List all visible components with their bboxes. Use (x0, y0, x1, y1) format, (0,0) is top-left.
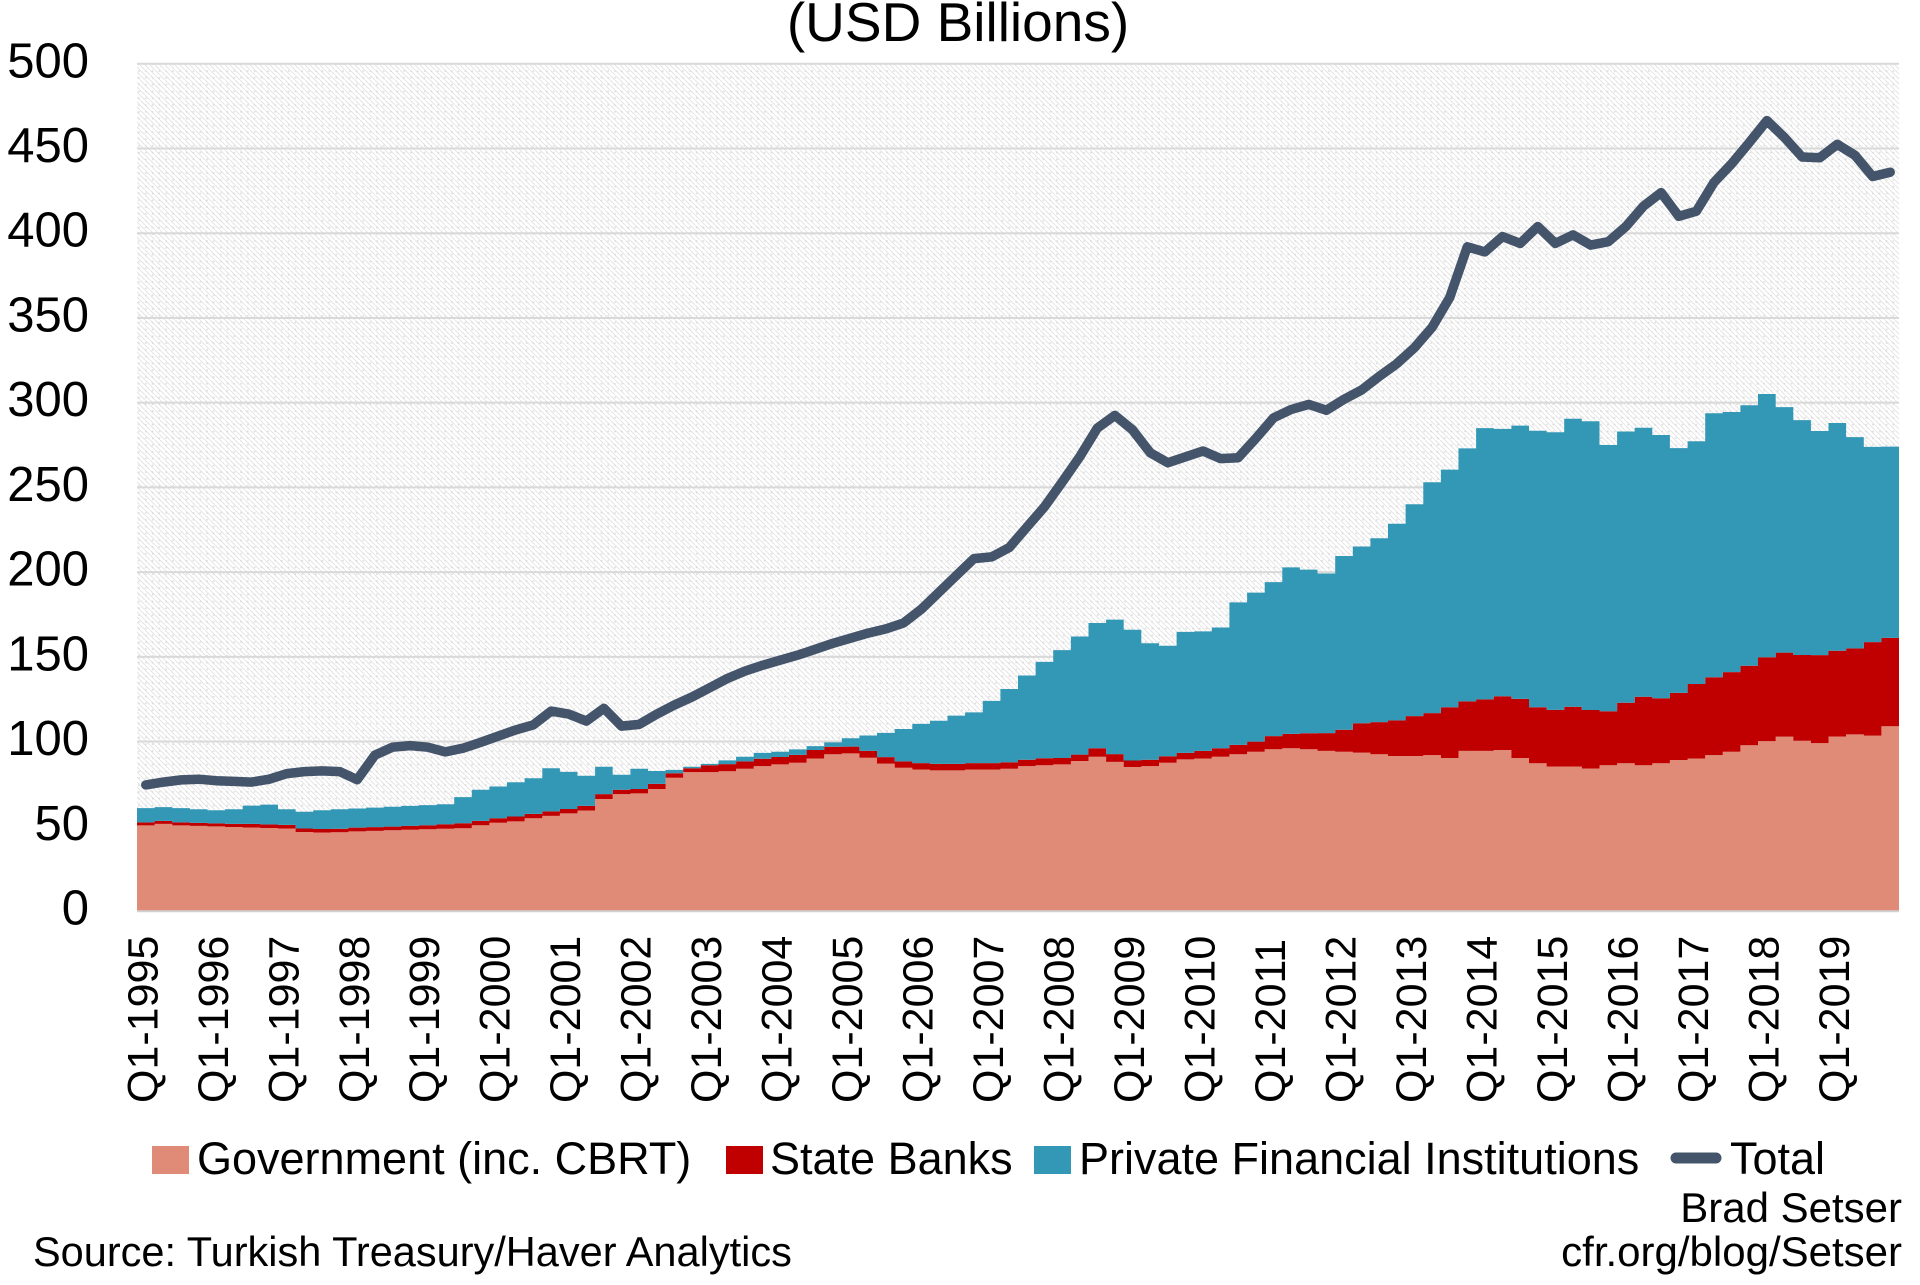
svg-text:Q1-2018: Q1-2018 (1740, 936, 1788, 1103)
svg-text:Q1-1995: Q1-1995 (119, 936, 167, 1103)
svg-text:Q1-2001: Q1-2001 (542, 936, 590, 1103)
svg-text:Total: Total (1730, 1133, 1825, 1184)
svg-text:250: 250 (7, 458, 89, 512)
svg-text:100: 100 (7, 712, 89, 766)
svg-text:300: 300 (7, 373, 89, 427)
svg-text:Q1-2019: Q1-2019 (1811, 936, 1859, 1103)
svg-text:Q1-2017: Q1-2017 (1670, 936, 1718, 1103)
svg-text:Q1-2010: Q1-2010 (1177, 936, 1225, 1103)
svg-text:Q1-1999: Q1-1999 (401, 936, 449, 1103)
svg-text:Q1-2013: Q1-2013 (1388, 936, 1436, 1103)
svg-text:Q1-2014: Q1-2014 (1458, 936, 1506, 1103)
svg-text:Q1-2009: Q1-2009 (1106, 936, 1154, 1103)
svg-text:150: 150 (7, 627, 89, 681)
svg-text:Q1-2007: Q1-2007 (965, 936, 1013, 1103)
svg-text:Q1-2004: Q1-2004 (754, 936, 802, 1103)
svg-text:Q1-2016: Q1-2016 (1599, 936, 1647, 1103)
svg-text:450: 450 (7, 119, 89, 173)
svg-text:Government (inc. CBRT): Government (inc. CBRT) (197, 1133, 691, 1184)
svg-text:Q1-2006: Q1-2006 (895, 936, 943, 1103)
svg-text:Private Financial Institutions: Private Financial Institutions (1079, 1133, 1639, 1184)
svg-text:Q1-2015: Q1-2015 (1529, 936, 1577, 1103)
svg-text:400: 400 (7, 204, 89, 258)
svg-text:Q1-2002: Q1-2002 (613, 936, 661, 1103)
svg-text:Q1-2008: Q1-2008 (1036, 936, 1084, 1103)
svg-text:200: 200 (7, 543, 89, 597)
svg-text:Q1-2000: Q1-2000 (472, 936, 520, 1103)
svg-text:Source: Turkish Treasury/Haver: Source: Turkish Treasury/Haver Analytics (33, 1228, 792, 1275)
svg-text:Brad Setser: Brad Setser (1680, 1184, 1902, 1231)
svg-text:Q1-1998: Q1-1998 (331, 936, 379, 1103)
svg-text:Q1-2012: Q1-2012 (1318, 936, 1366, 1103)
svg-text:350: 350 (7, 289, 89, 343)
svg-text:Q1-1997: Q1-1997 (260, 936, 308, 1103)
svg-text:Q1-1996: Q1-1996 (190, 936, 238, 1103)
svg-text:0: 0 (62, 882, 89, 936)
svg-text:Q1-2003: Q1-2003 (683, 936, 731, 1103)
svg-text:Q1-2005: Q1-2005 (824, 936, 872, 1103)
svg-text:500: 500 (7, 34, 89, 88)
svg-text:cfr.org/blog/Setser: cfr.org/blog/Setser (1561, 1228, 1902, 1275)
svg-text:State Banks: State Banks (770, 1133, 1013, 1184)
svg-text:50: 50 (34, 797, 89, 851)
svg-text:Q1-2011: Q1-2011 (1247, 939, 1295, 1103)
svg-text:(USD Billions): (USD Billions) (787, 0, 1129, 53)
